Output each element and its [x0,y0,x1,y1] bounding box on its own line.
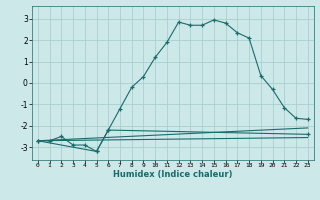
X-axis label: Humidex (Indice chaleur): Humidex (Indice chaleur) [113,170,233,179]
